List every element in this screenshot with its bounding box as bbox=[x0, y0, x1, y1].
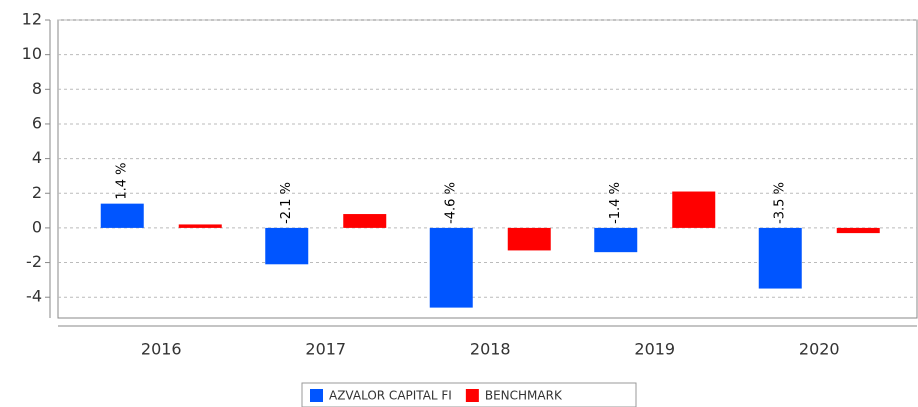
bar bbox=[672, 191, 716, 228]
bar bbox=[429, 227, 473, 308]
legend-swatch bbox=[465, 389, 479, 402]
bar bbox=[507, 227, 551, 251]
x-tick-label: 2018 bbox=[470, 340, 511, 359]
y-tick-label: -4 bbox=[26, 287, 42, 306]
bar bbox=[836, 227, 880, 234]
x-tick-label: 2020 bbox=[799, 340, 840, 359]
x-tick-label: 2017 bbox=[305, 340, 346, 359]
y-tick-label: 12 bbox=[22, 10, 42, 29]
bar bbox=[100, 203, 144, 228]
bar bbox=[758, 227, 802, 289]
y-tick-label: 8 bbox=[32, 79, 42, 98]
value-label: -4.6 % bbox=[444, 182, 459, 224]
y-tick-label: 6 bbox=[32, 113, 42, 132]
y-tick-label: 2 bbox=[32, 183, 42, 202]
value-label: -1.4 % bbox=[608, 182, 623, 224]
y-tick-label: 4 bbox=[32, 148, 42, 167]
bar bbox=[343, 214, 387, 228]
legend-label: AZVALOR CAPITAL FI bbox=[329, 389, 452, 403]
bar bbox=[265, 227, 309, 265]
bar bbox=[178, 224, 222, 228]
legend-swatch bbox=[310, 389, 323, 402]
y-tick-label: 0 bbox=[32, 217, 42, 236]
x-tick-label: 2019 bbox=[634, 340, 675, 359]
value-label: -3.5 % bbox=[773, 182, 788, 224]
x-tick-label: 2016 bbox=[141, 340, 182, 359]
value-label: 1.4 % bbox=[115, 162, 130, 199]
y-tick-label: -2 bbox=[26, 252, 42, 271]
legend-label: BENCHMARK bbox=[485, 389, 563, 403]
y-tick-label: 10 bbox=[22, 44, 42, 63]
value-label: -2.1 % bbox=[279, 182, 294, 224]
bar bbox=[594, 227, 638, 253]
